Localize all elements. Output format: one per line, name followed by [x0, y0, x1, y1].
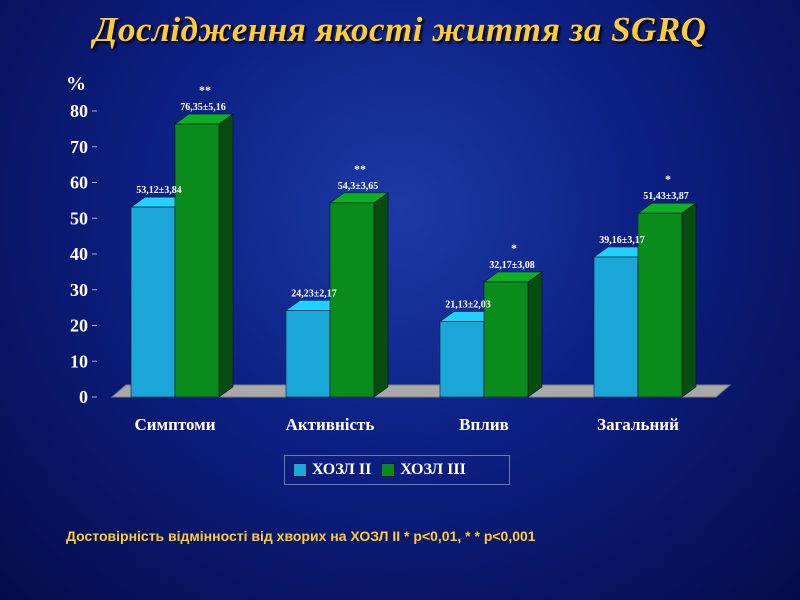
- bar: [174, 113, 234, 398]
- data-label: 24,23±2,17: [291, 288, 337, 299]
- legend-item-series1: ХОЗЛ ІІ: [293, 461, 371, 479]
- data-label: 32,17±3,08: [489, 260, 535, 271]
- slide-title: Дослідження якості життя за SGRQ: [93, 10, 707, 49]
- x-category-label: Активність: [286, 415, 375, 434]
- significance-marker: *: [511, 241, 517, 255]
- bar-side: [218, 113, 234, 398]
- data-label: 21,13±2,03: [445, 299, 491, 310]
- significance-marker: **: [354, 162, 366, 176]
- legend-label-series1: ХОЗЛ ІІ: [312, 461, 372, 478]
- y-tick-label: 70: [70, 137, 88, 157]
- significance-footnote: Достовірність відмінності від хворих на …: [66, 528, 536, 544]
- bar-side: [373, 192, 389, 398]
- legend-swatch-series2: [381, 463, 396, 477]
- y-tick-label: 10: [70, 351, 88, 371]
- x-category-label: Вплив: [459, 415, 509, 434]
- data-label: 53,12±3,84: [136, 185, 182, 196]
- legend-label-series2: ХОЗЛ ІІІ: [400, 461, 466, 478]
- x-category-label: Загальний: [597, 415, 679, 434]
- data-label: 54,3±3,65: [338, 181, 379, 192]
- data-label: 76,35±5,16: [180, 102, 226, 113]
- bar-front: [593, 256, 639, 398]
- y-axis-unit: %: [66, 73, 86, 95]
- data-label: 39,16±3,17: [599, 235, 645, 246]
- x-category-label: Симптоми: [134, 415, 215, 434]
- bar: [637, 202, 697, 398]
- bar-front: [130, 206, 176, 398]
- legend-item-series2: ХОЗЛ ІІІ: [381, 461, 466, 479]
- chart-legend: ХОЗЛ ІІ ХОЗЛ ІІІ: [284, 455, 510, 485]
- y-tick-label: 50: [70, 208, 88, 228]
- bar-side: [681, 202, 697, 398]
- significance-marker: *: [665, 172, 671, 186]
- significance-marker: **: [199, 83, 211, 97]
- bar-front: [174, 123, 220, 398]
- legend-swatch-series1: [293, 463, 307, 477]
- y-tick-label: 0: [79, 387, 88, 407]
- y-tick-label: 80: [70, 101, 88, 121]
- bar: [483, 271, 543, 398]
- data-label: 51,43±3,87: [643, 191, 689, 202]
- bar-front: [439, 321, 485, 398]
- y-tick-label: 20: [70, 316, 88, 336]
- y-tick-label: 30: [70, 280, 88, 300]
- bar: [329, 192, 389, 398]
- bar-front: [285, 310, 331, 398]
- bar-front: [637, 212, 683, 398]
- y-tick-label: 60: [70, 173, 88, 193]
- bar-side: [527, 271, 543, 398]
- bar-front: [483, 281, 529, 398]
- y-tick-label: 40: [70, 244, 88, 264]
- bar-front: [329, 202, 375, 398]
